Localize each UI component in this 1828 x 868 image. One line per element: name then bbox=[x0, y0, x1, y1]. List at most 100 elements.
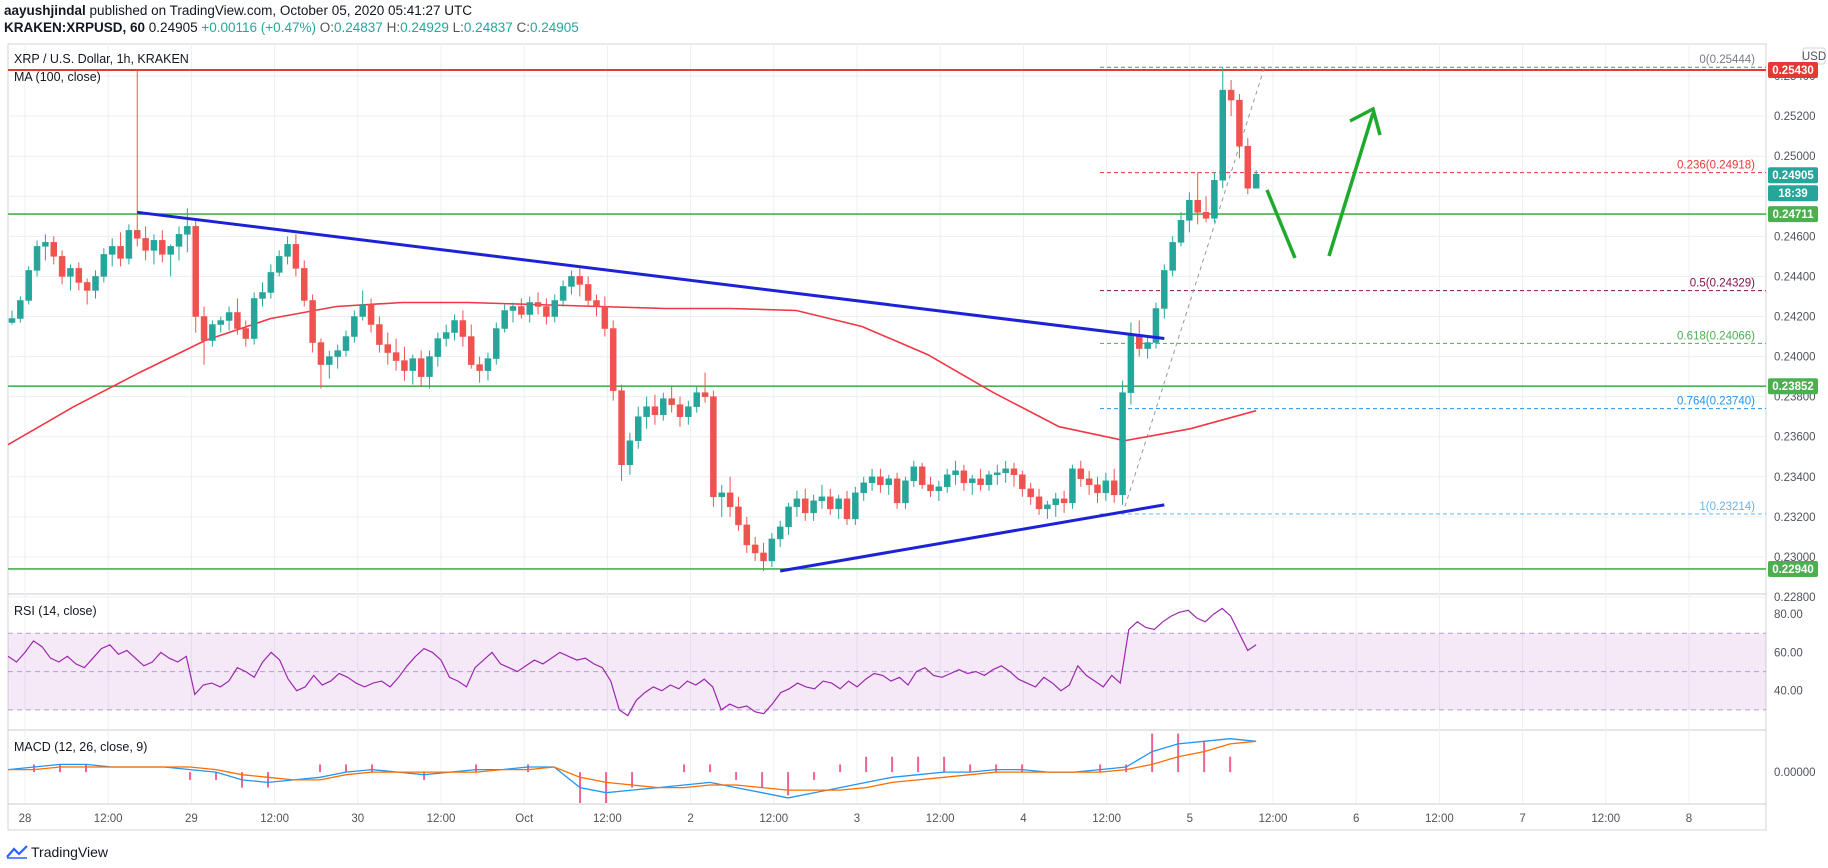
candle-body bbox=[960, 470, 968, 484]
candle bbox=[42, 234, 49, 261]
candle bbox=[985, 470, 993, 491]
candle-body bbox=[751, 544, 759, 554]
y-axis-tick-label: 0.22800 bbox=[1774, 592, 1816, 604]
macd-pane-title: MACD (12, 26, close, 9) bbox=[14, 740, 147, 754]
candle-body bbox=[267, 272, 275, 293]
candle-body bbox=[902, 480, 909, 504]
candle bbox=[234, 298, 241, 335]
tradingview-brand: TradingView bbox=[31, 844, 109, 860]
currency-button[interactable]: USD bbox=[1802, 47, 1826, 65]
x-axis-tick-label: 29 bbox=[185, 813, 198, 825]
candle bbox=[534, 292, 542, 315]
candle-body bbox=[1060, 498, 1068, 504]
candle bbox=[1094, 476, 1101, 503]
tradingview-footer[interactable]: TradingView bbox=[6, 840, 108, 864]
candle bbox=[409, 354, 417, 385]
rsi-pane-title: RSI (14, close) bbox=[14, 604, 97, 618]
candle-body bbox=[493, 328, 500, 359]
candle bbox=[334, 344, 341, 369]
price-tag-box bbox=[1768, 378, 1818, 395]
candle bbox=[626, 432, 634, 475]
candle bbox=[526, 296, 533, 323]
candle-body bbox=[827, 496, 834, 510]
candle-body bbox=[342, 336, 350, 351]
candle bbox=[1152, 302, 1160, 349]
candle bbox=[175, 226, 183, 261]
candle-body bbox=[359, 304, 366, 317]
candle-body bbox=[209, 324, 216, 341]
candle bbox=[618, 384, 625, 481]
candle bbox=[776, 520, 784, 547]
candle-body bbox=[893, 478, 901, 504]
candle bbox=[142, 226, 149, 261]
candle bbox=[1019, 470, 1026, 497]
projection-arrow-head bbox=[1349, 106, 1382, 136]
candle bbox=[1186, 192, 1193, 233]
candle-body bbox=[685, 406, 692, 417]
candle-body bbox=[943, 474, 951, 488]
symbol-line: KRAKEN:XRPUSD, 60 0.24905 +0.00116 (+0.4… bbox=[4, 19, 579, 36]
candle bbox=[468, 324, 475, 369]
candle-body bbox=[17, 300, 24, 319]
x-axis-tick-label: 12:00 bbox=[926, 813, 955, 825]
candle bbox=[451, 314, 458, 341]
candle bbox=[1044, 500, 1051, 519]
author-name[interactable]: aayushjindal bbox=[4, 3, 86, 18]
candle-body bbox=[33, 246, 41, 271]
candle bbox=[1069, 464, 1076, 509]
main-pane-title: XRP / U.S. Dollar, 1h, KRAKEN bbox=[14, 52, 189, 66]
candle bbox=[267, 264, 275, 299]
candle-body bbox=[401, 360, 408, 371]
candle-body bbox=[935, 486, 943, 492]
candle bbox=[576, 268, 584, 297]
candle-body bbox=[200, 316, 208, 341]
candle bbox=[501, 304, 508, 333]
candle-body bbox=[275, 256, 283, 273]
candle bbox=[760, 542, 767, 571]
candle-body bbox=[518, 306, 525, 315]
candle bbox=[768, 532, 776, 567]
candle-body bbox=[426, 356, 433, 377]
candle bbox=[977, 468, 984, 491]
x-axis-tick-label: 4 bbox=[1020, 813, 1027, 825]
candle bbox=[509, 302, 517, 323]
y-axis-tick-label: 0.24600 bbox=[1774, 231, 1816, 243]
candle bbox=[568, 270, 575, 295]
candle-body bbox=[75, 268, 83, 283]
candle-body bbox=[1202, 212, 1210, 219]
candle bbox=[1169, 236, 1176, 277]
candle-body bbox=[175, 234, 183, 247]
publish-info: published on TradingView.com, October 05… bbox=[89, 3, 473, 18]
candle-body bbox=[459, 320, 467, 337]
x-axis-tick-label: 12:00 bbox=[94, 813, 123, 825]
candle bbox=[342, 330, 350, 357]
candle-body bbox=[576, 276, 584, 285]
candle-body bbox=[660, 398, 667, 415]
candle-body bbox=[735, 506, 742, 526]
candle-body bbox=[159, 240, 166, 255]
x-axis-tick-label: 12:00 bbox=[1259, 813, 1288, 825]
candle bbox=[969, 474, 976, 495]
candle bbox=[927, 476, 934, 497]
candle-body bbox=[526, 302, 533, 315]
candle-body bbox=[635, 416, 642, 441]
candle bbox=[843, 490, 851, 525]
candle-body bbox=[818, 496, 826, 502]
x-axis-tick-label: 12:00 bbox=[1092, 813, 1121, 825]
candle bbox=[309, 294, 316, 353]
fib-level-label: 0.764(0.23740) bbox=[1677, 396, 1755, 408]
candle bbox=[935, 480, 943, 501]
candle-body bbox=[852, 492, 859, 520]
candle-body bbox=[593, 300, 600, 307]
candle-body bbox=[1035, 496, 1043, 510]
candle-body bbox=[1219, 89, 1226, 181]
candle-body bbox=[718, 492, 725, 498]
y-axis-tick-label: 0.23200 bbox=[1774, 512, 1816, 524]
candle bbox=[685, 400, 692, 425]
candle-body bbox=[609, 328, 617, 391]
candle-body bbox=[150, 240, 158, 251]
candle bbox=[83, 278, 91, 305]
candle bbox=[818, 484, 826, 509]
x-axis-tick-label: 5 bbox=[1187, 813, 1193, 825]
